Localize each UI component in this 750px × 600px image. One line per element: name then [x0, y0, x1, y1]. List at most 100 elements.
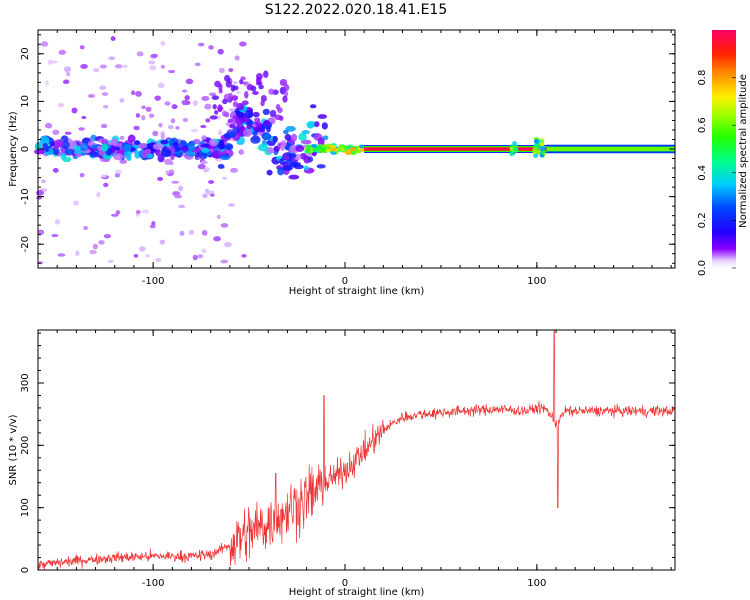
spectrogram-speckle — [197, 42, 205, 47]
colorbar-tick-label: 0.6 — [697, 117, 708, 133]
spectrogram-blob — [317, 137, 325, 147]
spectrogram-blob — [54, 139, 65, 148]
colorbar-ticks: 0.0 0.2 0.4 0.6 0.8 — [697, 70, 736, 276]
spectrogram-speckle — [182, 117, 189, 123]
spectrogram-blob — [263, 133, 270, 139]
spectrogram-blob — [266, 147, 275, 154]
spectrogram-speckle — [164, 101, 171, 106]
spectrogram-speckle — [114, 173, 121, 178]
spectrogram-speckle — [178, 185, 184, 192]
spectrogram-blob — [252, 90, 259, 95]
spectrogram-blob — [100, 143, 109, 152]
spectrogram-speckle — [103, 182, 109, 188]
spectrogram-blob — [241, 100, 249, 106]
spectrogram-speckle — [201, 230, 208, 236]
spectrogram-blob — [200, 143, 210, 148]
spectrogram-blob — [282, 165, 293, 171]
spectrogram-blob — [130, 147, 136, 152]
spectrogram-speckle — [148, 113, 155, 118]
spectrogram-blob — [199, 152, 208, 160]
spectrogram-speckle — [119, 135, 125, 141]
spectrogram-speckle — [78, 127, 85, 131]
spectrogram-speckle — [52, 167, 59, 173]
spectrogram-band-blob — [311, 143, 318, 148]
spectrogram-speckle — [44, 80, 49, 86]
spectrogram-blob — [269, 109, 277, 118]
spectrogram-speckle — [200, 124, 207, 129]
spectrogram-blob — [277, 167, 285, 176]
spectrogram-speckle — [170, 118, 176, 124]
spectrogram-speckle — [157, 176, 164, 182]
spectrogram-blob — [234, 118, 241, 123]
spectrogram-blob — [232, 115, 238, 120]
spectrogram-speckle — [190, 128, 199, 133]
spectrogram-speckle — [145, 106, 152, 112]
spectrogram-blob — [225, 80, 232, 88]
snr-y-tick-label: 200 — [20, 436, 31, 455]
spectrogram-blob — [301, 130, 310, 135]
spectrogram-blob — [260, 100, 265, 107]
spectrogram-blob — [160, 139, 169, 145]
colorbar-label: Normalized spectral amplitude — [738, 74, 749, 228]
spectrogram-blob — [272, 135, 278, 143]
spectrogram-speckle — [167, 69, 176, 74]
spectrogram-speckle — [152, 130, 159, 137]
spectrogram-blob — [244, 90, 249, 99]
spectrogram-blob — [152, 143, 164, 150]
spectrogram-band-blob — [337, 146, 344, 151]
snr-y-axis-label: SNR (10 * v/v) — [8, 414, 19, 485]
spectrogram-blob — [222, 98, 228, 105]
spectrogram-blob — [314, 121, 320, 128]
spectrogram-blob — [231, 95, 239, 101]
spectrogram-speckle — [122, 64, 128, 69]
spectrogram-speckle — [71, 107, 78, 114]
spectrogram-speckle — [217, 48, 224, 55]
spectrogram-blob — [42, 142, 49, 150]
spectrogram-blob — [226, 131, 237, 138]
spectrogram-blob — [303, 165, 309, 171]
spectrogram-blob — [218, 83, 223, 91]
spectrogram-blob — [258, 84, 264, 90]
spectrogram-speckle — [203, 168, 208, 173]
spectrogram-speckle — [93, 68, 100, 73]
spectrogram-speckle — [119, 159, 128, 164]
snr-panel: -100 0 100 0 100 200 300 Height of straight li… — [8, 329, 676, 598]
spectrogram-blob — [172, 142, 180, 147]
spectrogram-speckle — [150, 53, 159, 58]
spectrogram-speckle — [57, 102, 65, 108]
spectrogram-speckle — [216, 214, 221, 220]
spectrogram-speckle — [103, 233, 112, 239]
spectrogram-blob — [111, 138, 119, 144]
spectrogram-blob — [262, 108, 270, 115]
spectrogram-speckle — [174, 194, 182, 199]
spectrogram-band-peak — [364, 148, 675, 150]
spectrogram-speckle — [200, 160, 208, 165]
spectrogram-speckle — [170, 154, 175, 160]
spectrogram-speckle — [44, 122, 53, 129]
spectrogram-speckle — [135, 209, 141, 215]
spectrogram-speckle — [165, 170, 170, 174]
snr-y-tick-label: 0 — [20, 567, 31, 573]
spectrogram-speckle — [197, 254, 204, 259]
spectrogram-blob — [242, 128, 253, 137]
spectrogram-blob — [282, 95, 288, 103]
spectrogram-blob — [193, 138, 201, 145]
spectrogram-x-tick-label: -100 — [142, 276, 165, 287]
spectrogram-blob — [284, 133, 292, 141]
spectrogram-speckle — [222, 176, 227, 180]
spectrogram-blob — [217, 163, 225, 169]
spectrogram-blob — [137, 142, 148, 149]
spectrogram-speckle — [102, 104, 109, 109]
spectrogram-band-blob — [533, 152, 539, 158]
spectrogram-band-blob — [539, 141, 545, 147]
spectrogram-band-blob — [533, 139, 539, 145]
spectrogram-speckle — [185, 78, 194, 85]
spectrogram-band-blob — [513, 146, 519, 152]
spectrogram-speckle — [139, 246, 146, 252]
spectrogram-speckle — [201, 248, 207, 254]
spectrogram-blob — [317, 114, 328, 119]
spectrogram-y-tick-label: -10 — [20, 188, 31, 204]
spectrogram-speckle — [208, 180, 215, 184]
spectrogram-speckle — [204, 103, 212, 110]
